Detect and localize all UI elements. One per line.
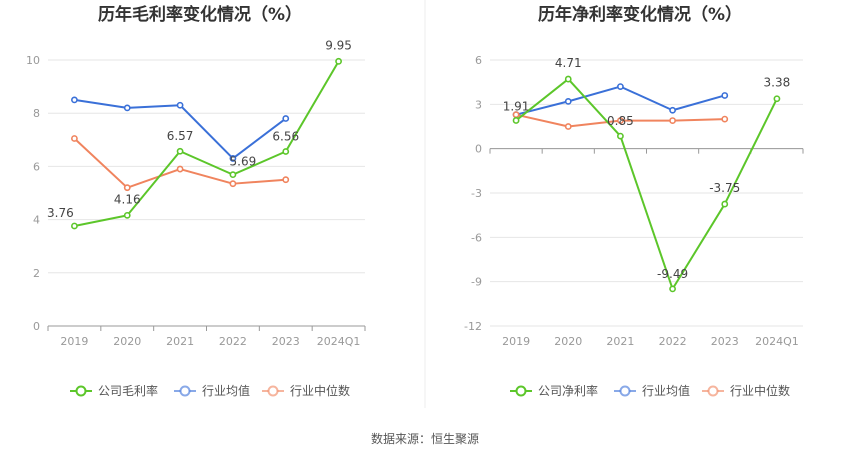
y-tick-label: 4	[33, 214, 40, 227]
data-point	[176, 147, 184, 155]
data-point	[669, 106, 676, 114]
data-point	[721, 115, 729, 123]
data-label: 6.57	[167, 129, 194, 143]
data-source-note: 数据来源：恒生聚源	[371, 431, 479, 446]
data-point	[669, 117, 676, 124]
data-point	[123, 184, 131, 192]
y-tick-label: -12	[464, 320, 482, 333]
x-tick-label: 2020	[113, 335, 141, 348]
data-label: 1.91	[503, 99, 530, 113]
data-point	[335, 57, 342, 65]
legend-label: 行业中位数	[730, 383, 790, 398]
data-point	[669, 285, 676, 293]
data-point	[282, 148, 290, 155]
y-tick-label: 10	[26, 54, 40, 67]
data-label: 3.76	[47, 206, 74, 220]
x-tick-label: 2024Q1	[755, 335, 799, 348]
data-point	[176, 101, 184, 109]
x-tick-label: 2024Q1	[317, 335, 361, 348]
data-point	[123, 211, 131, 219]
x-tick-label: 2022	[219, 335, 247, 348]
series-line	[515, 78, 778, 290]
x-tick-label: 2021	[606, 335, 634, 348]
y-tick-label: 8	[33, 107, 40, 120]
y-tick-label: -3	[471, 187, 482, 200]
data-point	[617, 132, 624, 140]
series-line	[74, 60, 340, 227]
data-point	[71, 135, 78, 142]
data-point	[721, 200, 729, 208]
data-point	[564, 75, 572, 83]
data-point	[176, 165, 184, 173]
net-margin-chart: 历年净利率变化情况（%） -12 -9 -6 -3 0 3 6 2019 2020 2021 2022…	[464, 4, 804, 398]
data-label: 4.71	[555, 56, 582, 70]
legend-marker	[619, 385, 631, 397]
data-point	[721, 92, 729, 99]
y-tick-label: -9	[471, 276, 482, 289]
x-tick-label: 2019	[60, 335, 88, 348]
data-point	[564, 123, 572, 130]
y-tick-label: 6	[33, 160, 40, 173]
legend-marker	[707, 385, 719, 397]
legend-label: 公司毛利率	[98, 383, 158, 398]
series-line	[515, 85, 726, 116]
x-tick-label: 2021	[166, 335, 194, 348]
data-label: 4.16	[114, 192, 141, 206]
data-label: 5.69	[230, 155, 257, 169]
data-label: 9.95	[325, 38, 352, 52]
data-point	[123, 104, 131, 112]
data-point	[71, 96, 78, 104]
data-point	[71, 222, 78, 230]
legend-label: 公司净利率	[538, 383, 598, 398]
legend-marker	[515, 385, 527, 397]
legend-marker	[179, 385, 191, 397]
data-label: 3.38	[764, 76, 791, 90]
data-point	[773, 95, 781, 103]
legend-label: 行业均值	[642, 383, 690, 398]
y-tick-label: -6	[471, 231, 482, 244]
y-tick-label: 0	[33, 320, 40, 333]
data-label: -9.49	[657, 267, 688, 281]
legend-marker	[267, 385, 279, 397]
data-point	[564, 97, 572, 105]
legend-marker	[75, 385, 87, 397]
data-point	[229, 155, 237, 162]
legend-label: 行业中位数	[290, 383, 350, 398]
chart-title: 历年毛利率变化情况（%）	[98, 4, 302, 25]
y-tick-label: 3	[475, 98, 482, 111]
data-label: 6.56	[272, 130, 299, 144]
chart-title: 历年净利率变化情况（%）	[538, 4, 742, 25]
data-point	[282, 176, 290, 184]
data-point	[229, 171, 237, 179]
data-point	[229, 180, 237, 188]
x-tick-label: 2023	[711, 335, 739, 348]
gross-margin-chart: 历年毛利率变化情况（%） 0 2 4 6 8 10 2019 2020 2021 2022 2023 2…	[26, 4, 366, 398]
x-tick-label: 2020	[554, 335, 582, 348]
x-tick-label: 2023	[272, 335, 300, 348]
x-tick-label: 2019	[502, 335, 530, 348]
data-point	[617, 83, 624, 90]
legend-label: 行业均值	[202, 383, 250, 398]
y-tick-label: 2	[33, 267, 40, 280]
data-label: 0.85	[607, 114, 634, 128]
y-tick-label: 0	[475, 143, 482, 156]
data-point	[282, 115, 290, 122]
data-point	[512, 117, 520, 124]
y-tick-label: 6	[475, 54, 482, 67]
x-tick-label: 2022	[659, 335, 687, 348]
data-point	[617, 117, 624, 124]
data-label: -3.75	[709, 181, 740, 195]
